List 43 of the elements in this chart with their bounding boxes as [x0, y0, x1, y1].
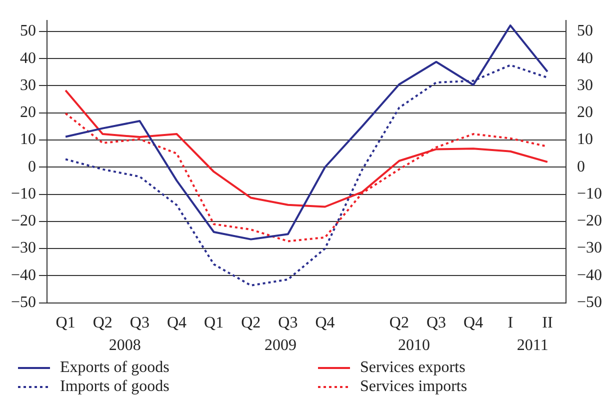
x-tick-label: Q4 [464, 314, 484, 332]
y2-tick-label: −50 [576, 294, 602, 312]
x-tick-label: Q1 [56, 314, 76, 332]
x-tick-label: Q4 [315, 314, 335, 332]
y2-tick-label: −10 [576, 185, 602, 202]
y-tick-label: 0 [28, 158, 36, 176]
y2-tick-label: −20 [576, 212, 602, 230]
y-tick-label: 30 [20, 76, 36, 94]
x-tick-label: Q3 [278, 314, 298, 332]
y-tick-label: −10 [10, 185, 36, 202]
y-tick-label: 10 [20, 131, 36, 148]
x-tick-label: Q2 [389, 314, 409, 332]
legend-label: Exports of goods [60, 358, 170, 377]
y2-tick-label: 30 [576, 76, 593, 94]
legend-label: Services exports [360, 358, 466, 377]
legend-label: Services imports [360, 377, 468, 396]
x-tick-label: II [542, 314, 553, 332]
legend-label: Imports of goods [60, 377, 170, 396]
y-tick-label: −30 [10, 240, 36, 257]
x-tick-label: I [508, 314, 514, 332]
y-tick-label: −40 [10, 266, 36, 284]
x-tick-label: Q4 [166, 314, 187, 332]
x-tick-label: Q2 [92, 314, 112, 332]
y-tick-label: 40 [20, 50, 36, 67]
x-tick-label: Q2 [241, 314, 261, 332]
y2-tick-label: 20 [576, 104, 593, 122]
text: 2008 [108, 337, 141, 354]
y2-tick-label: −30 [576, 240, 602, 257]
x-tick-label: Q1 [204, 314, 224, 332]
y2-tick-label: −40 [576, 266, 602, 284]
y-tick-label: 50 [20, 22, 36, 40]
y2-tick-label: 10 [576, 131, 593, 148]
y-tick-label: −20 [10, 212, 36, 230]
y2-tick-label: 50 [576, 22, 593, 40]
y-tick-label: 20 [20, 104, 36, 122]
x-tick-label: Q3 [130, 314, 150, 332]
text: 2010 [398, 337, 430, 354]
y2-tick-label: 40 [576, 50, 593, 67]
x-tick-label: Q3 [426, 314, 446, 332]
y-tick-label: −50 [10, 294, 36, 312]
y2-tick-label: 0 [576, 158, 585, 176]
text: 2011 [516, 337, 548, 354]
text: 2009 [264, 337, 297, 354]
